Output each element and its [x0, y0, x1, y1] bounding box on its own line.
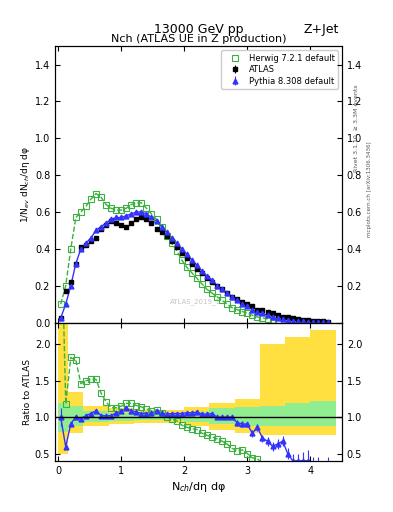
Herwig 7.2.1 default: [169, 240, 174, 246]
Herwig 7.2.1 default: [270, 317, 275, 323]
Herwig 7.2.1 default: [134, 200, 139, 206]
Herwig 7.2.1 default: [124, 205, 129, 211]
Text: ATLAS_2019_1...: ATLAS_2019_1...: [170, 298, 228, 305]
Y-axis label: Ratio to ATLAS: Ratio to ATLAS: [23, 359, 32, 424]
Herwig 7.2.1 default: [63, 283, 68, 289]
Herwig 7.2.1 default: [119, 207, 123, 213]
Herwig 7.2.1 default: [154, 216, 159, 222]
Herwig 7.2.1 default: [184, 264, 189, 270]
Herwig 7.2.1 default: [240, 308, 245, 314]
Text: Rivet 3.1.10, ≥ 3.3M events: Rivet 3.1.10, ≥ 3.3M events: [354, 84, 359, 172]
Herwig 7.2.1 default: [260, 315, 265, 321]
Herwig 7.2.1 default: [114, 207, 119, 213]
Herwig 7.2.1 default: [79, 209, 83, 215]
Herwig 7.2.1 default: [245, 310, 250, 316]
Herwig 7.2.1 default: [250, 312, 255, 318]
Herwig 7.2.1 default: [275, 317, 280, 324]
Herwig 7.2.1 default: [220, 297, 224, 304]
Herwig 7.2.1 default: [265, 316, 270, 322]
Herwig 7.2.1 default: [99, 194, 103, 200]
Herwig 7.2.1 default: [164, 233, 169, 239]
Herwig 7.2.1 default: [159, 224, 164, 230]
Herwig 7.2.1 default: [209, 290, 214, 296]
Text: mcplots.cern.ch [arXiv:1306.3436]: mcplots.cern.ch [arXiv:1306.3436]: [367, 142, 373, 237]
Herwig 7.2.1 default: [104, 202, 108, 208]
Y-axis label: 1/N$_{ev}$ dN$_{ch}$/dη dφ: 1/N$_{ev}$ dN$_{ch}$/dη dφ: [19, 146, 32, 223]
Herwig 7.2.1 default: [73, 215, 78, 221]
Herwig 7.2.1 default: [235, 307, 240, 313]
Herwig 7.2.1 default: [94, 190, 98, 197]
Text: Z+Jet: Z+Jet: [304, 23, 339, 35]
Herwig 7.2.1 default: [200, 281, 204, 287]
Herwig 7.2.1 default: [129, 202, 134, 208]
Herwig 7.2.1 default: [174, 248, 179, 254]
Herwig 7.2.1 default: [195, 275, 199, 282]
Herwig 7.2.1 default: [109, 205, 114, 211]
Herwig 7.2.1 default: [149, 211, 154, 217]
Herwig 7.2.1 default: [189, 270, 194, 276]
Herwig 7.2.1 default: [139, 200, 144, 206]
Legend: Herwig 7.2.1 default, ATLAS, Pythia 8.308 default: Herwig 7.2.1 default, ATLAS, Pythia 8.30…: [221, 50, 338, 89]
Herwig 7.2.1 default: [68, 246, 73, 252]
Herwig 7.2.1 default: [88, 196, 93, 202]
Herwig 7.2.1 default: [215, 294, 219, 300]
Herwig 7.2.1 default: [205, 286, 209, 292]
Title: Nch (ATLAS UE in Z production): Nch (ATLAS UE in Z production): [111, 34, 286, 44]
Herwig 7.2.1 default: [225, 301, 230, 307]
Herwig 7.2.1 default: [58, 301, 63, 307]
Herwig 7.2.1 default: [179, 257, 184, 263]
Herwig 7.2.1 default: [255, 314, 260, 320]
Line: Herwig 7.2.1 default: Herwig 7.2.1 default: [58, 191, 280, 324]
X-axis label: N$_{ch}$/dη dφ: N$_{ch}$/dη dφ: [171, 480, 226, 494]
Herwig 7.2.1 default: [230, 305, 235, 311]
Herwig 7.2.1 default: [144, 205, 149, 211]
Text: 13000 GeV pp: 13000 GeV pp: [154, 23, 243, 35]
Herwig 7.2.1 default: [84, 203, 88, 209]
